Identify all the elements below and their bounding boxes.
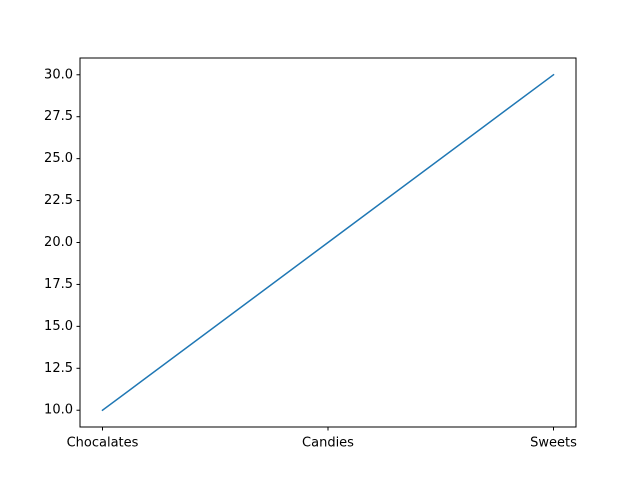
y-axis: 10.0 12.5 15.0 17.5 20.0 22.5 25.0 27.5 30.0 [44, 67, 80, 418]
x-tick-label: Chocalates [67, 436, 139, 451]
y-tick-label: 20.0 [44, 235, 73, 250]
y-tick-label: 27.5 [44, 109, 73, 124]
series-line [101, 73, 555, 412]
y-tick-label: 25.0 [44, 151, 73, 166]
x-axis: Chocalates Candies Sweets [67, 427, 577, 451]
x-tick-label: Sweets [530, 436, 577, 451]
y-tick-label: 10.0 [44, 403, 73, 418]
y-tick-label: 17.5 [44, 277, 73, 292]
y-tick-label: 30.0 [44, 67, 73, 82]
series-group [101, 73, 555, 412]
plot-frame [79, 57, 577, 428]
y-tick-label: 22.5 [44, 193, 73, 208]
y-tick-label: 15.0 [44, 319, 73, 334]
y-tick-label: 12.5 [44, 361, 73, 376]
x-tick-label: Candies [302, 436, 354, 451]
